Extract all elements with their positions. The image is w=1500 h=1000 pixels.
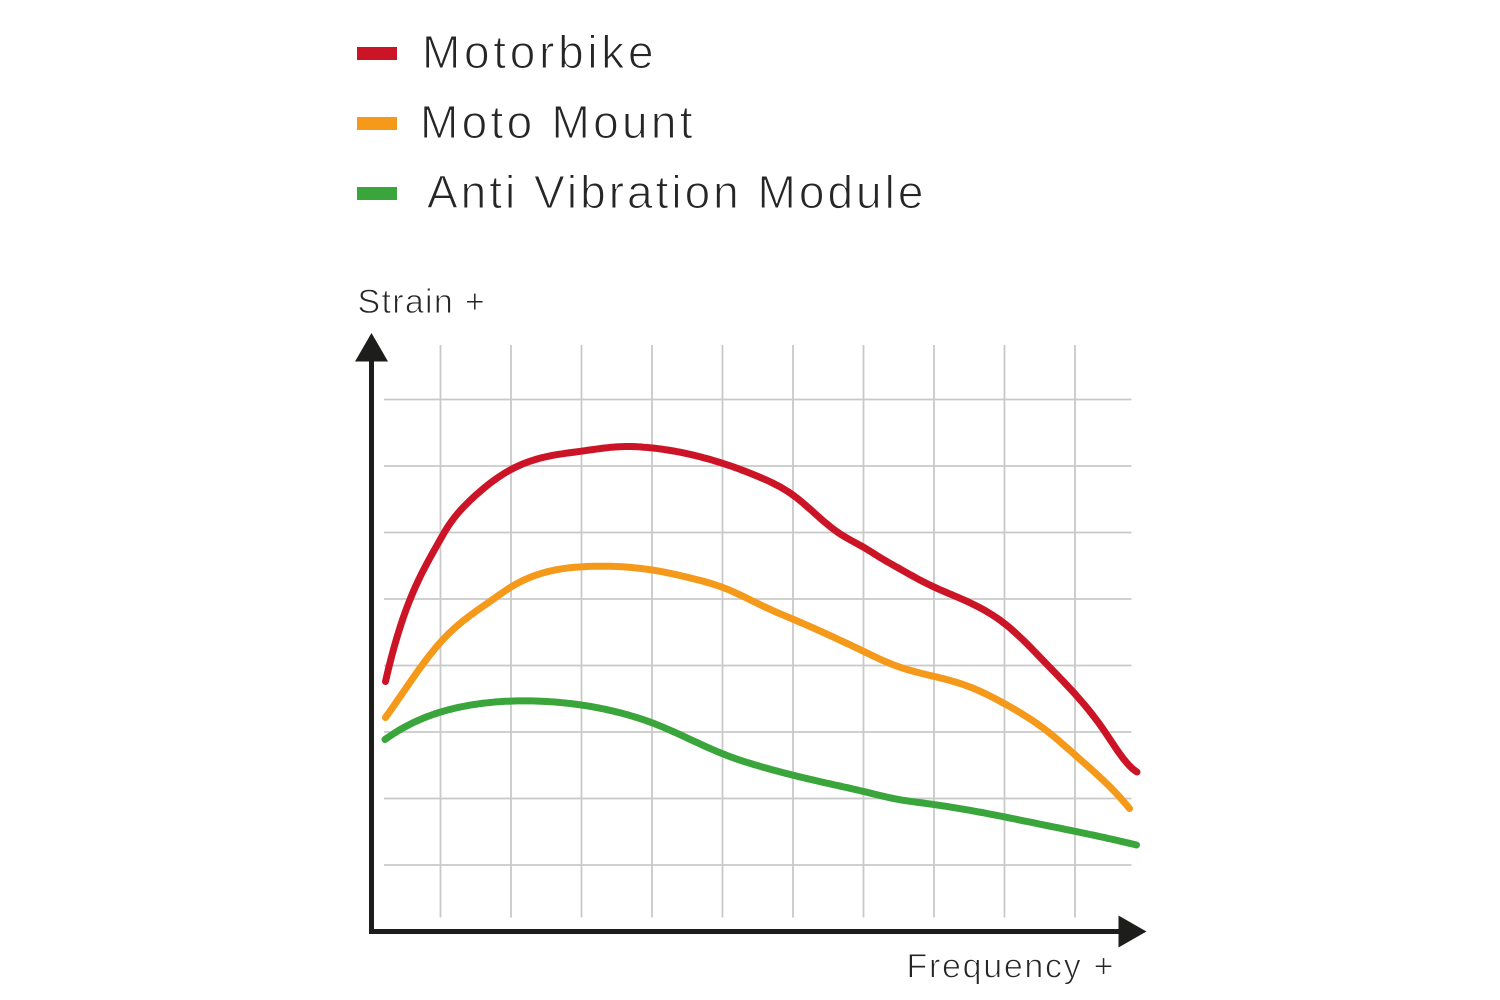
svg-text:Frequency +: Frequency +: [907, 948, 1116, 986]
svg-text:Strain +: Strain +: [358, 283, 487, 321]
svg-text:Motorbike: Motorbike: [422, 26, 657, 78]
svg-text:Anti Vibration Module: Anti Vibration Module: [427, 166, 926, 218]
svg-text:Moto Mount: Moto Mount: [420, 96, 696, 148]
